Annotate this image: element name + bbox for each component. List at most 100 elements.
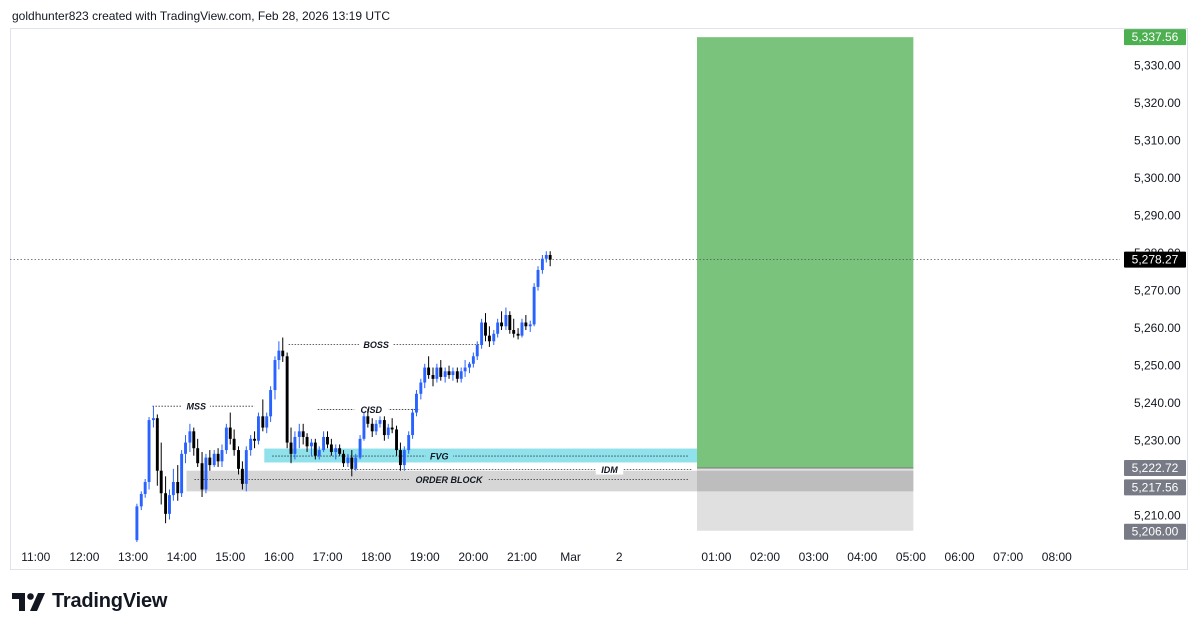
level-label-bg (182, 400, 210, 412)
candle-body (487, 335, 491, 342)
price-tick-label: 5,210.00 (1134, 509, 1181, 523)
candles-layer (135, 251, 552, 542)
time-tick-label: 13:00 (118, 550, 148, 564)
candle-body (151, 418, 155, 421)
candle-body (544, 254, 548, 259)
candle-body (443, 371, 447, 377)
candle-body (249, 438, 253, 451)
candle-body (354, 457, 358, 469)
price-tick-label: 5,310.00 (1134, 134, 1181, 148)
position-profit-zone (697, 37, 914, 469)
candle-body (171, 481, 175, 496)
candle-body (164, 493, 168, 514)
candle-body (496, 322, 500, 334)
time-tick-label: 02:00 (750, 550, 780, 564)
time-tick-label: 01:00 (701, 550, 731, 564)
price-tick-label: 5,240.00 (1134, 396, 1181, 410)
price-tick-label: 5,300.00 (1134, 171, 1181, 185)
level-label: BOSS (363, 340, 389, 350)
candle-body (305, 436, 309, 447)
candle-body (427, 367, 431, 376)
time-tick-label: 14:00 (167, 550, 197, 564)
candle-body (143, 481, 147, 494)
candle-body (475, 345, 479, 357)
price-tick-label: 5,250.00 (1134, 359, 1181, 373)
candle-body (374, 423, 378, 432)
candle-body (548, 254, 552, 260)
candle-body (508, 315, 512, 331)
candle-body (261, 416, 265, 428)
time-axis: 11:00 12:00 13:00 14:00 15:00 16:00 17:00 18:00… (21, 550, 1072, 564)
price-tag (1124, 479, 1186, 496)
time-tick-label: 05:00 (896, 550, 926, 564)
candle-body (492, 333, 496, 342)
time-tick-label: 08:00 (1042, 550, 1072, 564)
candle-body (224, 427, 228, 451)
chart-frame (10, 28, 1188, 570)
candle-body (192, 431, 196, 449)
candle-body (269, 390, 273, 417)
candle-body (155, 418, 159, 471)
candle-body (228, 427, 232, 439)
time-tick-label: 20:00 (458, 550, 488, 564)
candle-body (317, 450, 321, 456)
chart-caption: goldhunter823 created with TradingView.c… (12, 9, 391, 23)
tradingview-logo-icon (12, 592, 45, 611)
candle-body (480, 322, 484, 346)
candle-body (484, 322, 487, 336)
zone-fvg (264, 448, 698, 463)
price-tag-label: 5,278.27 (1132, 253, 1179, 267)
candle-body (212, 453, 216, 466)
zone-label: FVG (430, 452, 449, 462)
candle-body (447, 371, 451, 376)
candle-body (168, 495, 171, 514)
candle-body (216, 453, 220, 462)
candle-body (500, 322, 504, 327)
candle-body (398, 450, 402, 466)
candle-body (378, 420, 382, 424)
candle-body (220, 450, 224, 462)
candle-body (273, 360, 277, 391)
time-tick-label: 2 (616, 550, 623, 564)
price-tag (1124, 29, 1186, 46)
candle-body (159, 470, 163, 494)
level-label-bg (354, 403, 389, 415)
level-label: IDM (601, 465, 618, 475)
price-tick-label: 5,330.00 (1134, 59, 1181, 73)
tradingview-brand[interactable]: TradingView (12, 590, 167, 613)
time-tick-label: 12:00 (69, 550, 99, 564)
price-tick-label: 5,290.00 (1134, 209, 1181, 223)
candle-body (468, 363, 471, 368)
time-tick-label: Mar (560, 550, 581, 564)
position-layer (697, 37, 914, 531)
candle-body (200, 463, 204, 490)
price-tags-layer: 5,337.56 5,278.27 5,222.72 5,217.56 5,206.00 (1124, 29, 1186, 540)
candle-body (455, 371, 459, 379)
candle-body (196, 448, 200, 464)
candle-body (504, 315, 508, 327)
price-tick-label: 5,320.00 (1134, 96, 1181, 110)
candle-body (253, 438, 257, 441)
candle-body (516, 333, 520, 336)
zone-label: ORDER BLOCK (416, 475, 484, 485)
candle-body (139, 493, 143, 507)
level-label-bg (595, 463, 624, 475)
candle-body (240, 468, 244, 484)
candle-body (293, 436, 297, 454)
level-label-bg (359, 338, 394, 350)
price-tag-label: 5,206.00 (1132, 525, 1179, 539)
candle-body (358, 438, 362, 458)
candle-body (459, 371, 463, 379)
candle-body (188, 431, 192, 443)
price-tag-label: 5,217.56 (1132, 480, 1179, 494)
candle-body (204, 457, 208, 490)
candle-body (520, 322, 524, 336)
candle-body (301, 431, 305, 437)
level-label: MSS (186, 402, 206, 412)
time-tick-label: 16:00 (264, 550, 294, 564)
time-tick-label: 11:00 (21, 550, 50, 564)
time-tick-label: 18:00 (361, 550, 391, 564)
candle-body (402, 450, 406, 466)
time-tick-label: 03:00 (799, 550, 829, 564)
